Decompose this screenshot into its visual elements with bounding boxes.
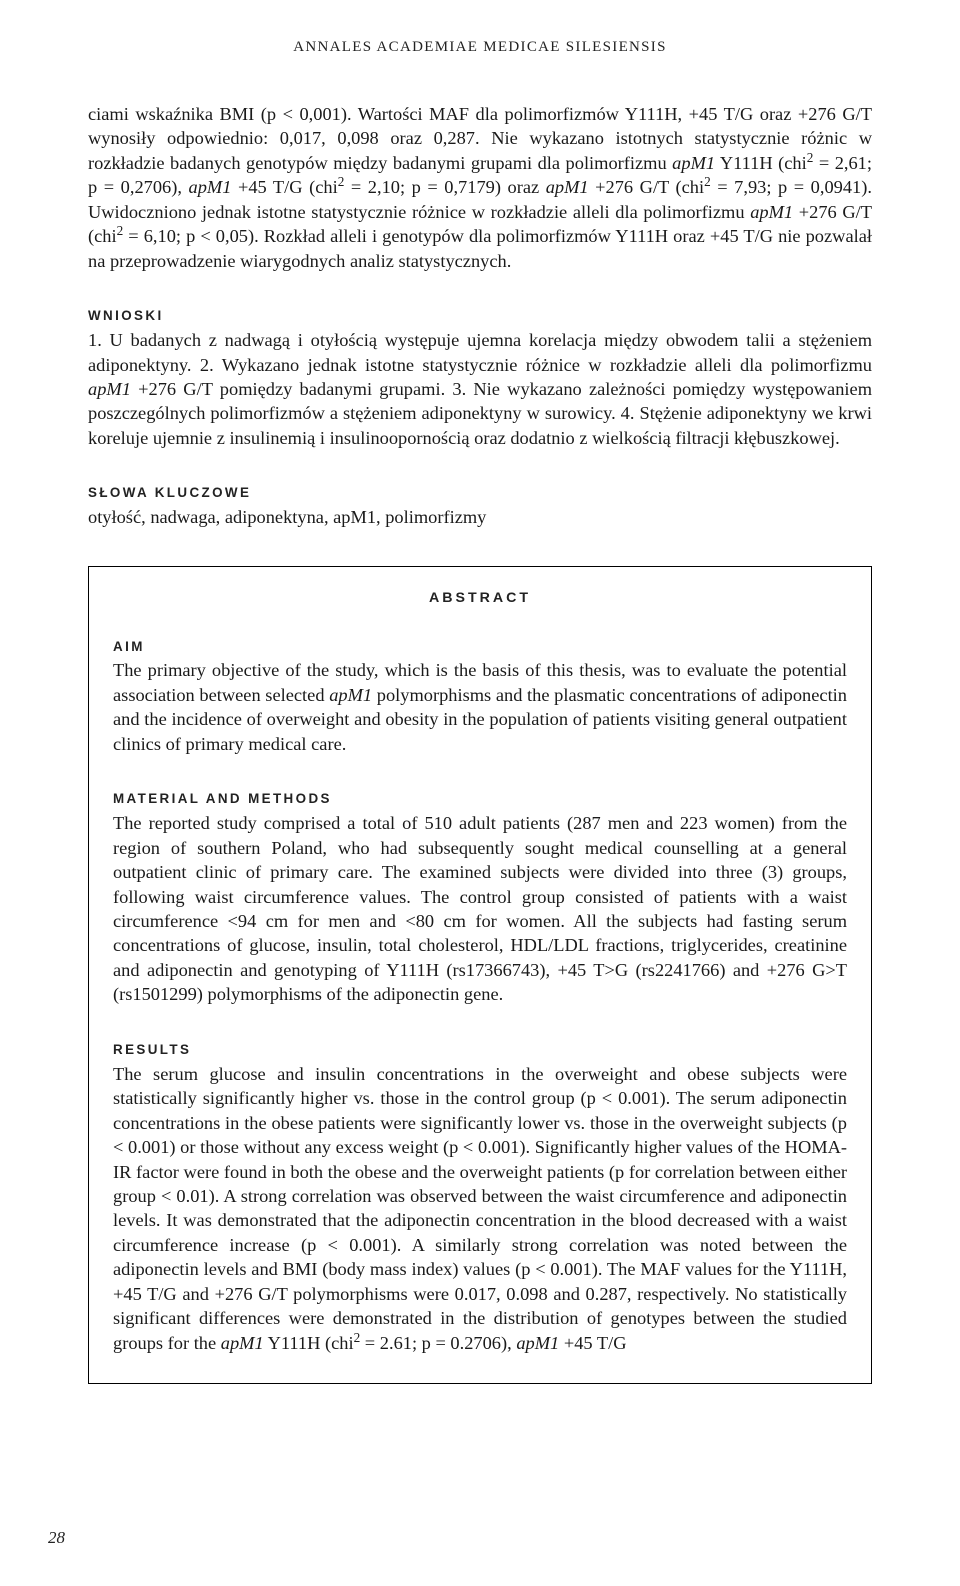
abstract-heading: ABSTRACT [113, 589, 847, 608]
keywords-label: SŁOWA KLUCZOWE [88, 484, 872, 502]
wnioski-text: 1. U badanych z nadwagą i otyłością wyst… [88, 328, 872, 450]
aim-label: AIM [113, 638, 847, 656]
page: ANNALES ACADEMIAE MEDICAE SILESIENSIS ci… [0, 0, 960, 1586]
keywords-text: otyłość, nadwaga, adiponektyna, apM1, po… [88, 505, 872, 529]
material-methods-text: The reported study comprised a total of … [113, 811, 847, 1007]
aim-text: The primary objective of the study, whic… [113, 658, 847, 756]
wnioski-label: WNIOSKI [88, 307, 872, 325]
results-text: The serum glucose and insulin concentrat… [113, 1062, 847, 1356]
running-head: ANNALES ACADEMIAE MEDICAE SILESIENSIS [88, 38, 872, 58]
material-methods-label: MATERIAL AND METHODS [113, 790, 847, 808]
results-label: RESULTS [113, 1041, 847, 1059]
lead-paragraph: ciami wskaźnika BMI (p < 0,001). Wartośc… [88, 102, 872, 273]
page-number: 28 [48, 1527, 65, 1550]
abstract-box: ABSTRACT AIM The primary objective of th… [88, 566, 872, 1385]
